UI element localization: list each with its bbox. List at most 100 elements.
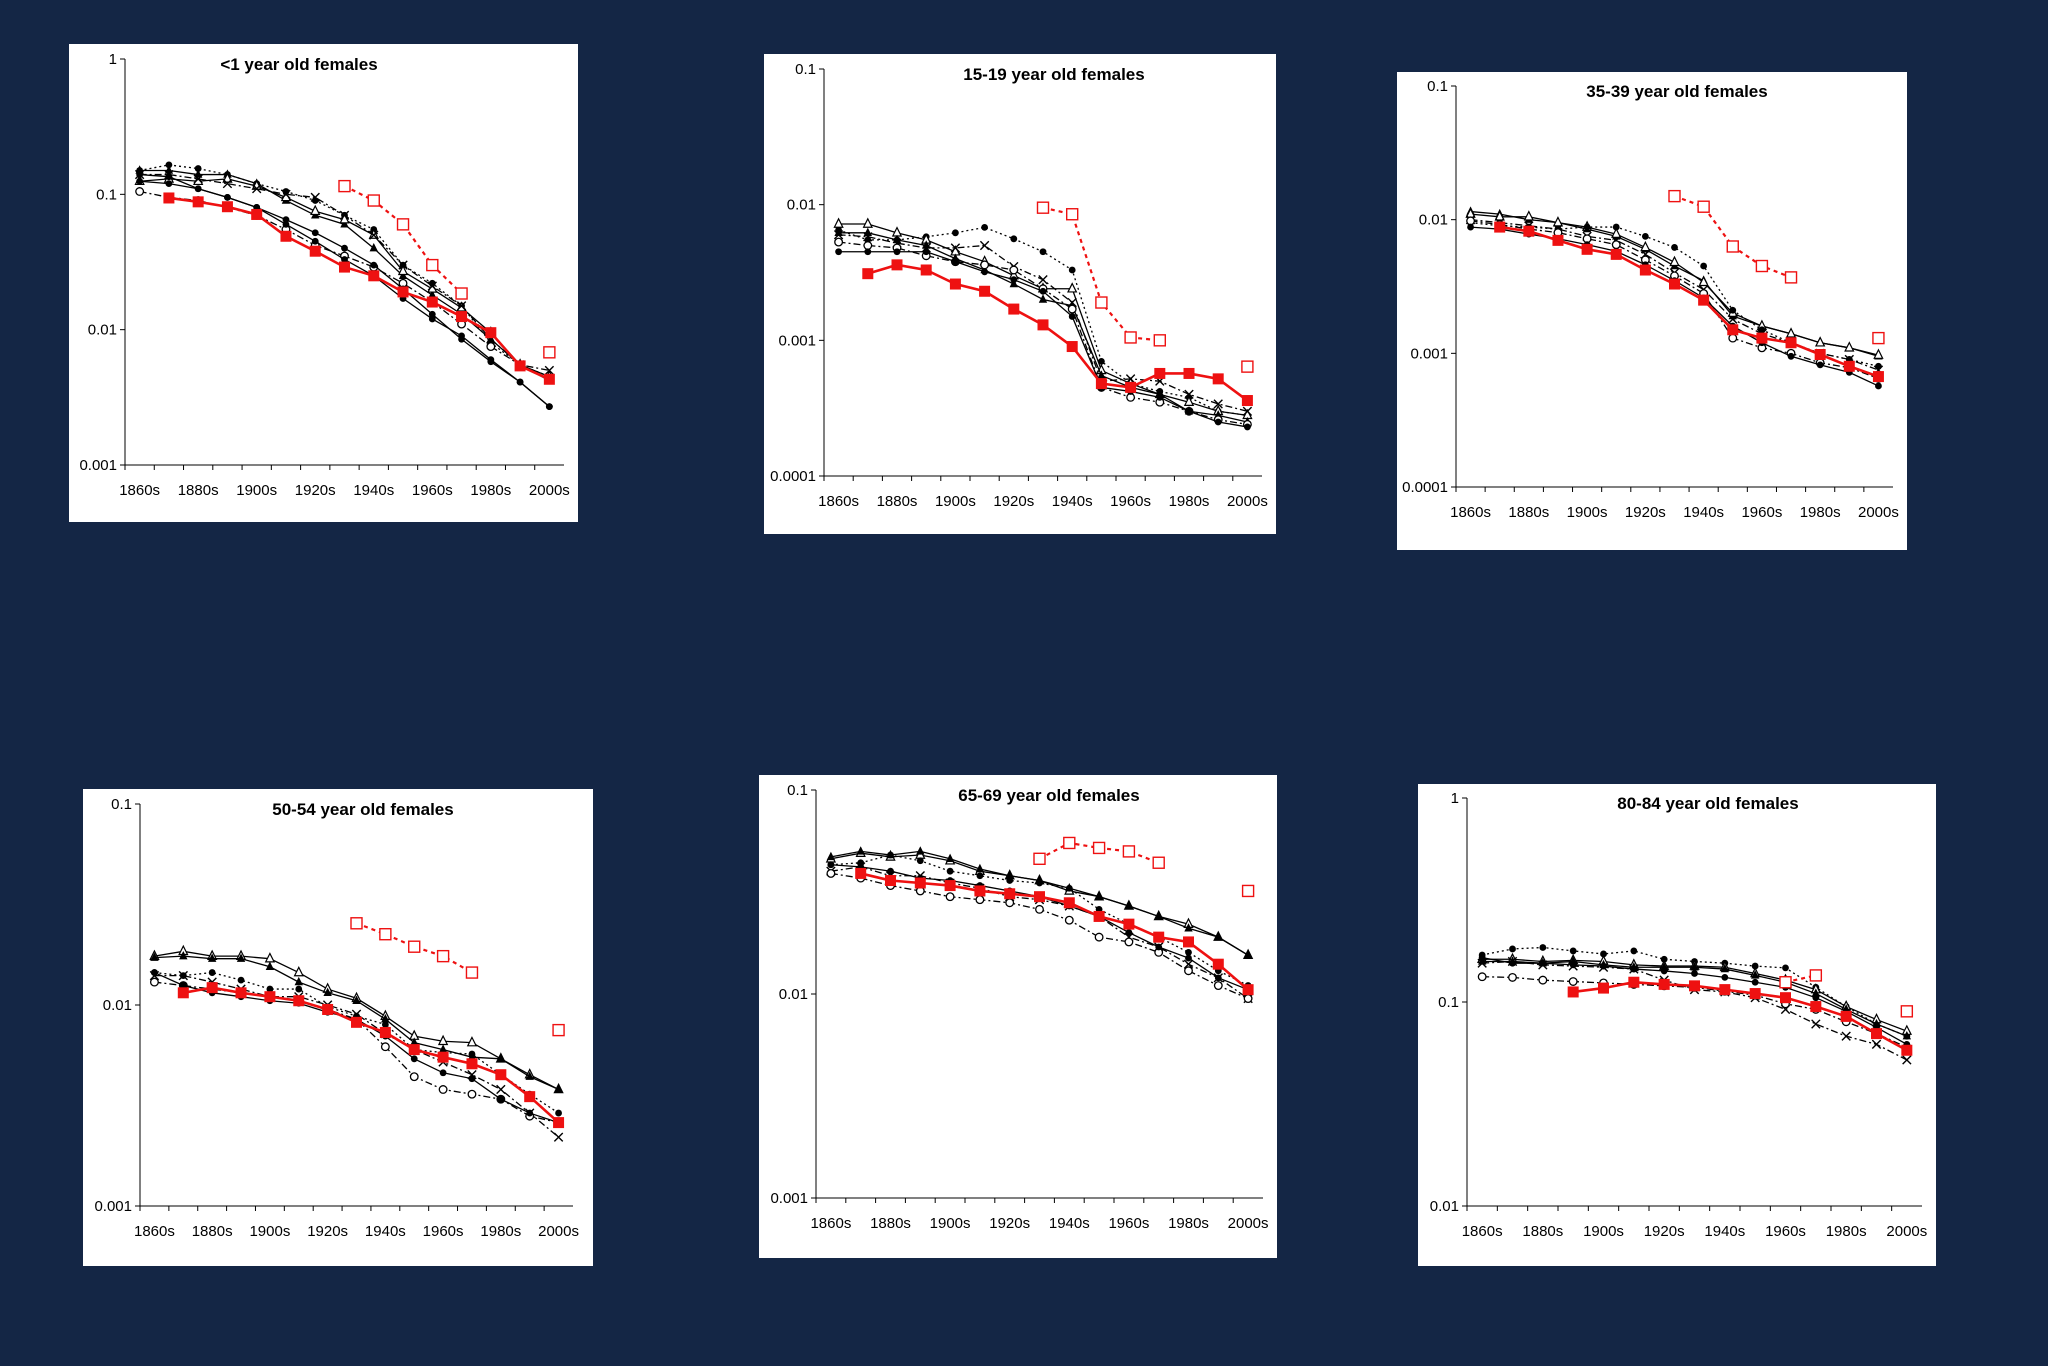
x-tick-label: 1900s	[1567, 504, 1608, 521]
series-point	[834, 227, 843, 237]
highlight-dashed-point	[1153, 334, 1166, 347]
highlight-dashed-point	[552, 1023, 565, 1037]
series-point	[1125, 374, 1136, 384]
series-point	[427, 281, 437, 291]
highlight-solid-point	[1814, 349, 1826, 361]
series-point	[410, 1037, 419, 1046]
series-point	[1183, 395, 1195, 406]
x-tick-label: 1980s	[470, 482, 511, 499]
x-tick-label: 1860s	[1450, 504, 1491, 521]
highlight-solid-point	[264, 991, 276, 1003]
highlight-solid-point	[1567, 986, 1579, 998]
series-point	[194, 165, 202, 172]
series-point	[1729, 306, 1737, 314]
series-line	[838, 251, 1248, 428]
highlight-solid-line	[1573, 980, 1908, 1052]
series-point	[428, 315, 436, 323]
highlight-solid-point	[397, 286, 409, 298]
series-point	[835, 248, 842, 256]
highlight-solid-point	[495, 1069, 507, 1081]
series-point	[1184, 966, 1193, 976]
series-point	[826, 851, 836, 861]
highlight-solid-point	[1093, 910, 1105, 922]
series-point	[833, 230, 844, 240]
series-point	[1039, 287, 1047, 295]
series-point	[1812, 994, 1820, 1002]
highlight-solid-point	[1008, 303, 1020, 315]
series-point	[1698, 275, 1709, 287]
y-tick-label: 0.001	[778, 332, 816, 349]
chart-title: 65-69 year old females	[958, 786, 1139, 805]
highlight-dashed-point	[1779, 976, 1792, 989]
series-point	[1641, 232, 1649, 240]
highlight-solid-point	[885, 875, 896, 887]
highlight-solid-point	[466, 1058, 478, 1070]
series-point	[945, 853, 955, 862]
y-tick-label: 0.01	[1419, 212, 1448, 229]
series-point	[1669, 255, 1680, 267]
x-tick-label: 1980s	[1169, 493, 1210, 510]
y-tick-label: 0.1	[111, 796, 132, 813]
series-point	[1467, 223, 1474, 231]
x-tick-label: 1940s	[365, 1223, 406, 1240]
series-point	[1243, 949, 1253, 959]
highlight-solid-point	[1552, 234, 1564, 246]
highlight-solid-point	[235, 987, 247, 999]
y-tick-label: 0.01	[787, 197, 816, 214]
series-point	[310, 204, 321, 216]
series-point	[1154, 911, 1163, 920]
series-point	[1782, 964, 1789, 972]
x-tick-label: 1920s	[993, 493, 1034, 510]
series-point	[1600, 962, 1607, 970]
highlight-dashed-point	[1036, 201, 1050, 214]
series-point	[555, 1109, 562, 1117]
highlight-dashed-point	[1900, 1005, 1914, 1018]
highlight-solid-point	[1004, 888, 1016, 900]
series-point	[952, 258, 959, 266]
y-tick-label: 0.001	[770, 1190, 808, 1207]
highlight-solid-point	[862, 268, 874, 280]
chart-panel-under-1: 0.001 0.01 0.1 1 1860s 1880s 1900s 1920s 1940s 19…	[69, 44, 578, 522]
series-point	[1751, 962, 1759, 970]
highlight-solid-point	[949, 278, 961, 290]
x-tick-label: 1960s	[423, 1223, 464, 1240]
x-tick-label: 1980s	[1168, 1215, 1209, 1232]
series-point	[496, 1053, 506, 1062]
series-point	[265, 961, 275, 970]
x-tick-label: 1860s	[1462, 1223, 1503, 1240]
series-point	[339, 210, 350, 220]
y-tick-label: 0.01	[779, 986, 808, 1003]
highlight-dashed-point	[455, 287, 468, 300]
series-point	[1568, 977, 1578, 986]
x-tick-label: 2000s	[1228, 1215, 1269, 1232]
series-point	[282, 220, 290, 228]
highlight-solid-point	[1843, 360, 1855, 372]
x-tick-label: 2000s	[1858, 504, 1899, 521]
chart-panel-65-69: 0.001 0.01 0.1 1860s 1880s 1900s 1920s 1940s 196…	[759, 775, 1277, 1258]
series-point	[208, 969, 216, 976]
highlight-dashed-point	[396, 218, 410, 231]
x-tick-label: 1960s	[1765, 1223, 1806, 1240]
series-point	[945, 892, 955, 902]
highlight-solid-point	[426, 296, 438, 308]
y-tick-label: 0.1	[787, 782, 808, 799]
series-point	[893, 248, 901, 256]
series-point	[456, 301, 467, 311]
highlight-dashed-point	[1697, 200, 1710, 213]
series-point	[1214, 931, 1223, 941]
highlight-solid-point	[979, 285, 991, 297]
series-point	[1721, 974, 1729, 981]
x-tick-label: 1900s	[935, 493, 976, 510]
highlight-solid-point	[855, 867, 867, 879]
highlight-solid-point	[1871, 1028, 1882, 1040]
series-point	[1478, 954, 1486, 962]
series-point	[856, 846, 865, 855]
highlight-solid-point	[1212, 958, 1224, 970]
x-tick-label: 1980s	[1800, 504, 1841, 521]
highlight-solid-point	[339, 261, 350, 273]
series-point	[545, 403, 553, 411]
series-point	[1814, 336, 1826, 347]
series-point	[1660, 967, 1668, 975]
highlight-dashed-point	[1241, 360, 1254, 373]
chart-panel-35-39: 0.0001 0.001 0.01 0.1 1860s 1880s 1900s 1920s 19…	[1397, 72, 1907, 550]
